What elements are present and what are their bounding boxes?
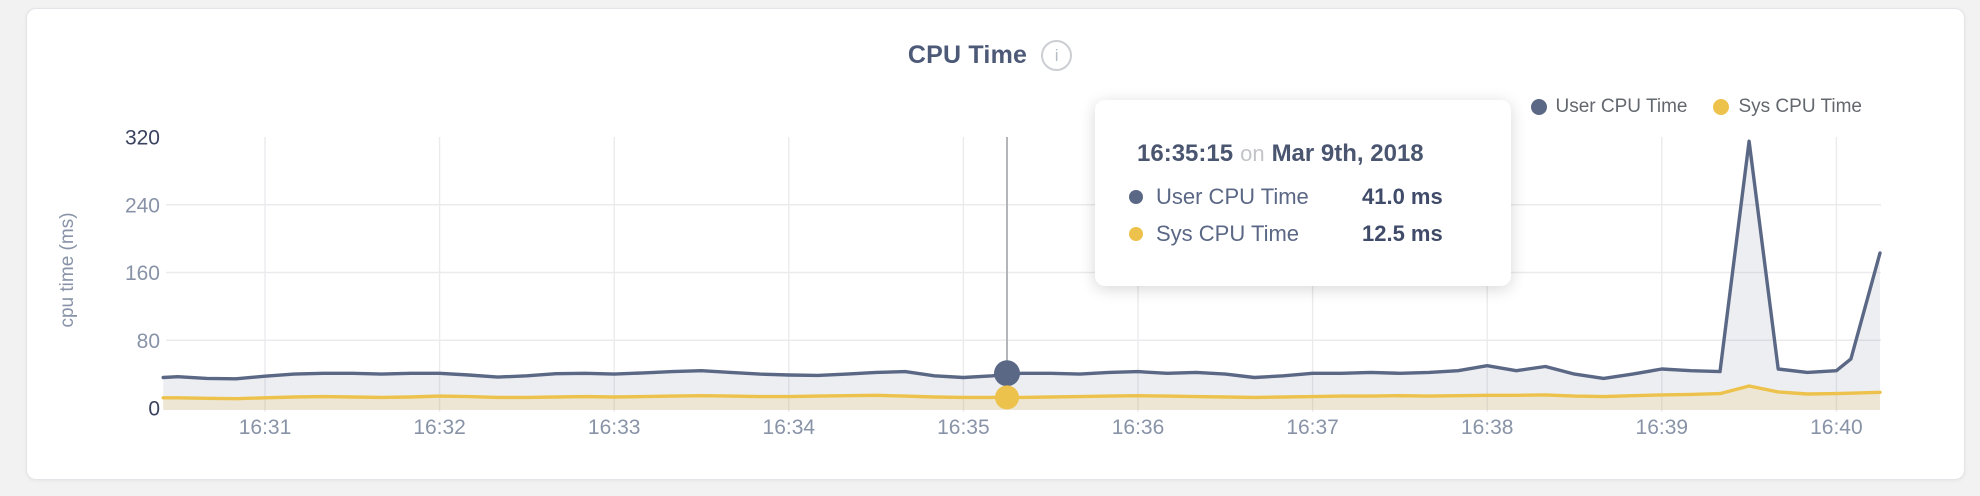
sys-cpu-legend-dot	[1713, 99, 1730, 115]
chart-tooltip: 16:35:15 on Mar 9th, 2018 User CPU Time 41…	[1095, 100, 1511, 286]
tooltip-label-user-cpu: User CPU Time	[1156, 184, 1309, 209]
sys-cpu-dot-icon	[1129, 227, 1143, 241]
cpu-time-card	[26, 8, 1965, 480]
tooltip-value-user-cpu: 41.0 ms	[1362, 184, 1443, 209]
page-title: CPU Time	[907, 41, 1028, 69]
card-header: CPU Time i	[0, 40, 1980, 71]
tooltip-row-sys-cpu: Sys CPU Time 12.5 ms	[1129, 221, 1483, 247]
legend-label-sys-cpu: Sys CPU Time	[1738, 96, 1862, 117]
legend-item-sys-cpu[interactable]: Sys CPU Time	[1713, 96, 1862, 118]
tooltip-connector: on	[1240, 141, 1265, 166]
tooltip-label-sys-cpu: Sys CPU Time	[1156, 221, 1300, 246]
info-icon[interactable]: i	[1041, 40, 1073, 71]
tooltip-value-sys-cpu: 12.5 ms	[1362, 221, 1443, 246]
tooltip-row-user-cpu: User CPU Time 41.0 ms	[1129, 184, 1483, 210]
y-axis-title: cpu time (ms)	[57, 212, 78, 328]
legend-label-user-cpu: User CPU Time	[1555, 96, 1688, 117]
tooltip-time: 16:35:15	[1137, 140, 1234, 167]
tooltip-header: 16:35:15 on Mar 9th, 2018	[1137, 140, 1483, 168]
legend-item-user-cpu[interactable]: User CPU Time	[1530, 96, 1688, 118]
tooltip-date: Mar 9th, 2018	[1271, 140, 1424, 167]
chart-legend: User CPU Time Sys CPU Time	[1530, 96, 1862, 118]
user-cpu-dot-icon	[1129, 190, 1143, 204]
user-cpu-legend-dot	[1530, 99, 1547, 115]
